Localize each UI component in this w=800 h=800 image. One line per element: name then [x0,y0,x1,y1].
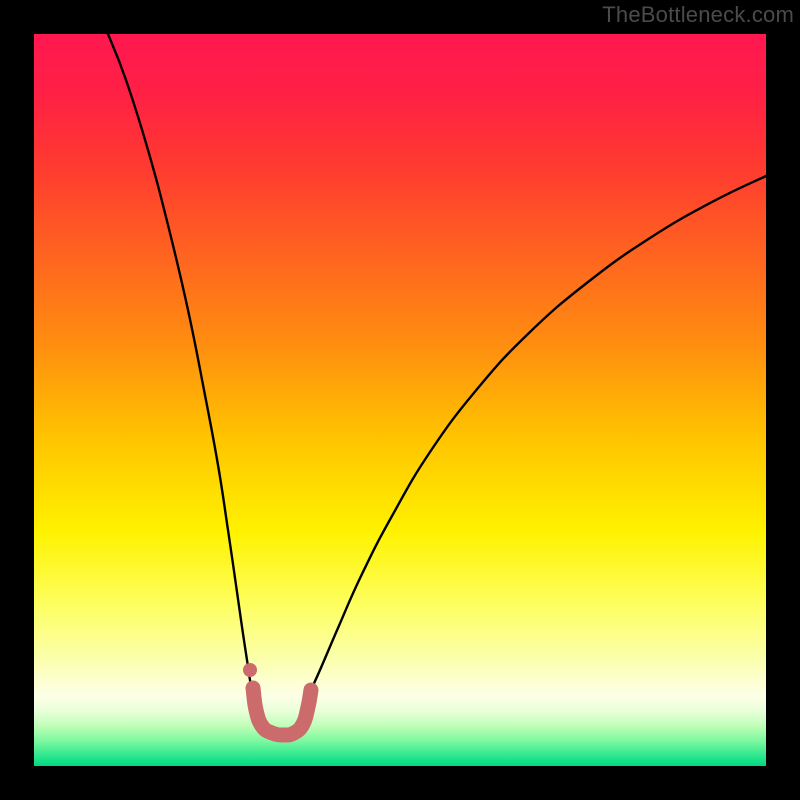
chart-stage: TheBottleneck.com [0,0,800,800]
bottleneck-chart [0,0,800,800]
plot-background [34,34,766,766]
valley-marker-dot [243,663,257,677]
